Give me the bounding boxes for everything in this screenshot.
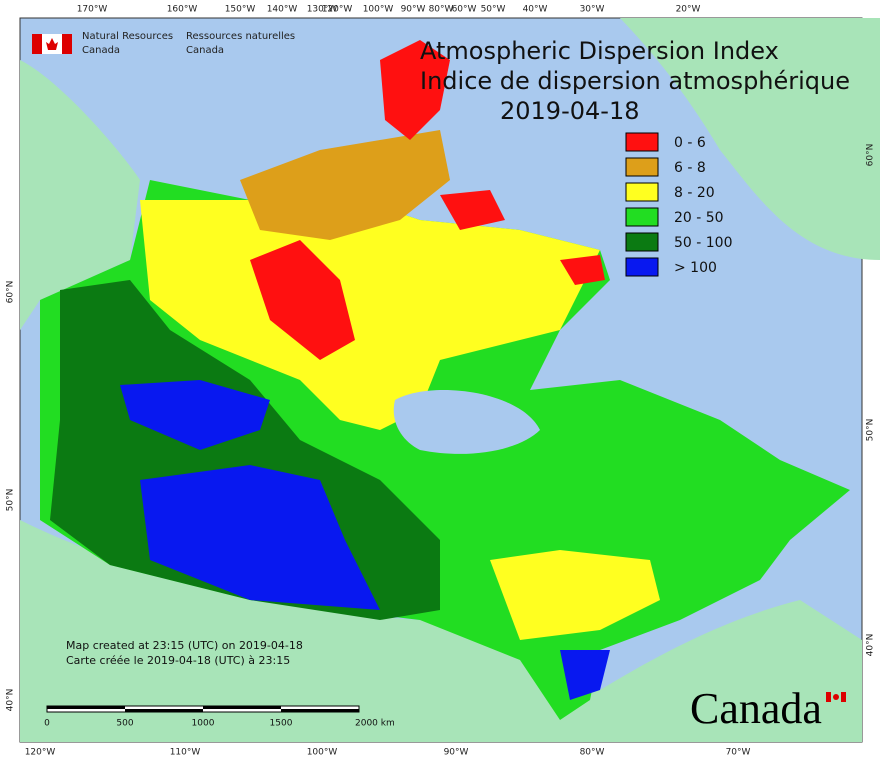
right-lat-label: 50°N (866, 419, 876, 442)
agency-fr: Ressources naturelles (186, 31, 295, 42)
credit-note: Carte créée le 2019-04-18 (UTC) à 23:15 (66, 654, 290, 667)
right-lat-label: 60°N (866, 144, 876, 167)
top-lon-label: 170°W (77, 5, 108, 15)
zone-0-6a (250, 240, 355, 360)
scale-segment (125, 709, 203, 712)
top-lon-label: 90°W (401, 5, 426, 15)
top-lon-label: 140°W (267, 5, 298, 15)
alaska (20, 60, 140, 330)
top-lon-label: 80°W (429, 5, 454, 15)
bottom-lon-label: 120°W (25, 748, 56, 758)
agency-fr: Canada (186, 45, 224, 56)
title-date: 2019-04-18 (500, 97, 639, 125)
left-lat-label: 60°N (6, 281, 16, 304)
bottom-lon-label: 100°W (307, 748, 338, 758)
wordmark-flag (826, 692, 846, 702)
agency-en: Canada (82, 45, 120, 56)
flag-bar (62, 34, 72, 54)
agency-en: Natural Resources (82, 31, 173, 42)
scale-segment (47, 706, 125, 709)
top-lon-label: 120°W (322, 5, 353, 15)
credit-note: Map created at 23:15 (UTC) on 2019-04-18 (66, 639, 303, 652)
legend-label: 6 - 8 (674, 160, 706, 176)
top-lon-label: 100°W (363, 5, 394, 15)
legend-swatch (625, 157, 659, 177)
top-lon-label: 130°W (307, 5, 338, 15)
bottom-lon-label: 80°W (580, 748, 605, 758)
zone-0-6d (560, 255, 605, 285)
scale-label: 2000 km (355, 719, 395, 729)
zone-0-6c (440, 190, 505, 230)
zone-8-20b (490, 550, 660, 640)
bottom-lon-label: 70°W (726, 748, 751, 758)
zone-6-8 (240, 130, 450, 240)
legend-swatch (625, 132, 659, 152)
legend-label: 0 - 6 (674, 135, 706, 151)
left-lat-label: 50°N (6, 489, 16, 512)
zone-100b (120, 380, 270, 450)
title-en: Atmospheric Dispersion Index (420, 37, 779, 65)
maple-leaf (833, 694, 839, 700)
top-lon-label: 160°W (167, 5, 198, 15)
legend-label: 8 - 20 (674, 185, 715, 201)
legend-swatch (625, 232, 659, 252)
left-lat-label: 40°N (6, 689, 16, 712)
scale-segment (203, 706, 281, 709)
top-lon-label: 30°W (580, 5, 605, 15)
zone-0-6b (380, 40, 450, 140)
flag-bar (32, 34, 42, 54)
canada-wordmark: Canada (690, 684, 822, 733)
usa (20, 520, 862, 742)
legend-swatch (625, 207, 659, 227)
scale-labels: 0 500 1000 1500 2000 km (44, 719, 395, 729)
legend-label: 50 - 100 (674, 235, 733, 251)
scale-label: 1000 (192, 719, 215, 729)
scale-label: 500 (116, 719, 133, 729)
legend: 0 - 6 6 - 8 8 - 20 20 - 50 50 - 100 > 100 (625, 132, 733, 277)
top-lon-label: 150°W (225, 5, 256, 15)
zone-100c (560, 650, 610, 700)
legend-label: 20 - 50 (674, 210, 724, 226)
title-fr: Indice de dispersion atmosphérique (420, 67, 850, 95)
zone-100a (140, 465, 380, 610)
maple-leaf (46, 38, 58, 50)
bottom-lon-label: 110°W (170, 748, 201, 758)
scale-segment (281, 709, 359, 712)
hudson-bay (393, 390, 540, 454)
scale-label: 1500 (270, 719, 293, 729)
right-lat-label: 40°N (866, 634, 876, 657)
top-lon-label: 20°W (676, 5, 701, 15)
flag-bar (841, 692, 846, 702)
bottom-lon-label: 90°W (444, 748, 469, 758)
zone-8-20 (140, 190, 600, 430)
top-lon-label: 40°W (523, 5, 548, 15)
legend-swatch (625, 182, 659, 202)
top-lon-label: 50°W (481, 5, 506, 15)
flag-bar (826, 692, 831, 702)
top-lon-label: 60°W (452, 5, 477, 15)
scale-bar (46, 705, 360, 713)
legend-label: > 100 (674, 260, 717, 276)
map-land (20, 18, 880, 742)
greenland (20, 18, 880, 260)
nrcan-flag (32, 34, 72, 54)
scale-label: 0 (44, 719, 50, 729)
legend-swatch (625, 257, 659, 277)
